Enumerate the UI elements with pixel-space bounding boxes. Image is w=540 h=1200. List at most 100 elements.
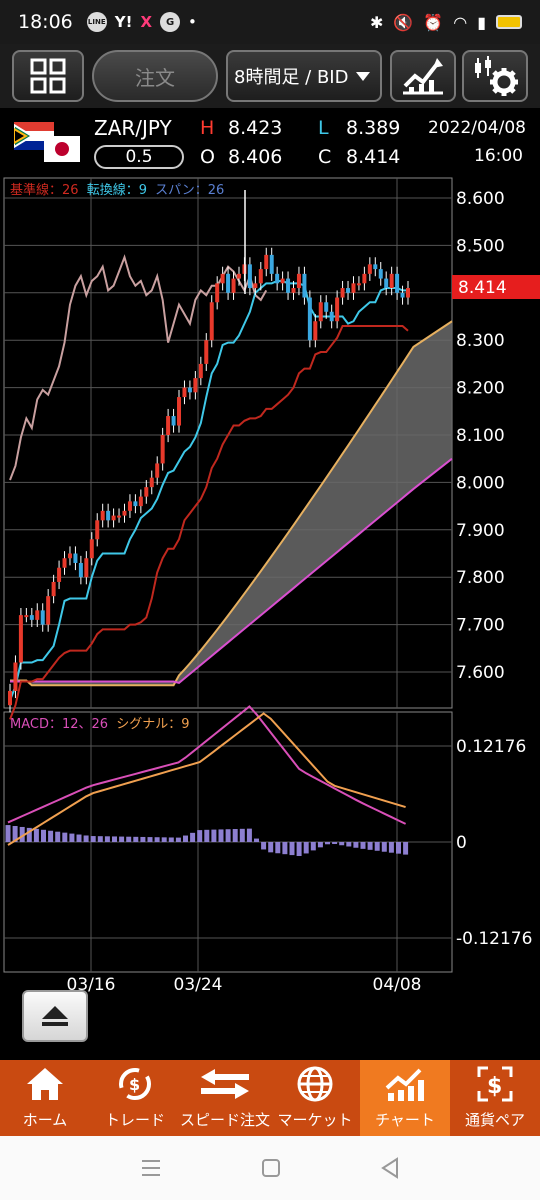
candle-body bbox=[51, 581, 56, 597]
settings-gear-icon bbox=[475, 56, 518, 96]
candle-body bbox=[138, 496, 143, 507]
macd-histogram-bar bbox=[90, 836, 96, 842]
macd-histogram-bar bbox=[246, 828, 252, 842]
candle-body bbox=[389, 273, 394, 289]
candle-body bbox=[264, 254, 269, 270]
candle-body bbox=[204, 340, 209, 364]
macd-histogram-bar bbox=[97, 836, 103, 842]
candle-body bbox=[133, 501, 138, 507]
eject-up-icon bbox=[42, 1006, 68, 1026]
back-icon[interactable] bbox=[380, 1157, 400, 1179]
nav-market[interactable]: マーケット bbox=[270, 1060, 360, 1136]
chart-icon bbox=[384, 1065, 426, 1103]
system-nav-bar bbox=[0, 1136, 540, 1200]
candle-body bbox=[106, 510, 111, 521]
candle-body bbox=[187, 387, 192, 393]
bluetooth-icon: ✱ bbox=[369, 12, 384, 32]
y-axis-ticks: 8.6008.5008.4008.3008.2008.1008.0007.900… bbox=[456, 189, 532, 949]
candle-body bbox=[275, 273, 280, 284]
candle-body bbox=[193, 378, 198, 393]
macd-histogram-bar bbox=[239, 828, 245, 842]
signal-icon: ▮ bbox=[477, 12, 486, 32]
open-label: O bbox=[200, 146, 215, 168]
candle-body bbox=[122, 510, 127, 516]
low-value: 8.389 bbox=[346, 117, 401, 139]
y-tick-label: 7.600 bbox=[456, 663, 505, 683]
macd-histogram-bar bbox=[275, 842, 281, 854]
candle-body bbox=[149, 477, 154, 488]
candle-body bbox=[8, 690, 12, 706]
grid-menu-button[interactable] bbox=[12, 50, 84, 102]
macd-histogram-bar bbox=[69, 833, 75, 842]
y-tick-label: 8.200 bbox=[456, 379, 505, 399]
legend-tenkan: 転換線：9 bbox=[87, 182, 147, 198]
period-select[interactable]: 8時間足 / BID bbox=[226, 50, 382, 102]
candle-body bbox=[367, 264, 372, 274]
nav-chart[interactable]: チャート bbox=[360, 1060, 450, 1136]
wifi-icon: ◠ bbox=[453, 12, 468, 32]
line-chart-icon bbox=[403, 58, 443, 95]
system-icons: ✱ 🔇 ⏰ ◠ ▮ bbox=[370, 13, 522, 32]
candle-body bbox=[40, 610, 45, 625]
candle-body bbox=[362, 273, 367, 284]
macd-histogram-bar bbox=[353, 842, 359, 848]
main-legend: 基準線：26 転換線：9 スパン：26 bbox=[10, 182, 224, 198]
chart-type-button[interactable] bbox=[390, 50, 456, 102]
macd-histogram-bar bbox=[147, 837, 153, 842]
nav-trade-label: トレード bbox=[104, 1111, 165, 1129]
macd-histogram-bar bbox=[168, 837, 174, 842]
high-value: 8.423 bbox=[228, 117, 283, 139]
candle-body bbox=[231, 278, 236, 293]
candle-body bbox=[313, 321, 318, 341]
nav-home[interactable]: ホーム bbox=[0, 1060, 90, 1136]
macd-histogram-bar bbox=[19, 826, 25, 842]
macd-histogram-bar bbox=[119, 836, 125, 842]
y-tick-label: 8.300 bbox=[456, 331, 505, 351]
macd-histogram-bar bbox=[282, 842, 288, 855]
candle-body bbox=[209, 302, 214, 341]
recent-apps-icon[interactable] bbox=[140, 1158, 162, 1178]
svg-text:$: $ bbox=[129, 1075, 140, 1094]
nav-speed-order[interactable]: スピード注文 bbox=[180, 1060, 270, 1136]
candle-body bbox=[236, 273, 241, 279]
chart-area[interactable]: 8.6008.5008.4008.3008.2008.1008.0007.900… bbox=[0, 174, 540, 998]
speed-arrows-icon bbox=[199, 1065, 251, 1103]
trade-exchange-icon: $ bbox=[115, 1065, 155, 1103]
macd-histogram-bar bbox=[83, 835, 89, 842]
lot-size-badge[interactable]: 0.5 bbox=[94, 145, 184, 169]
macd-histogram-bar bbox=[62, 832, 68, 842]
candle-body bbox=[378, 269, 383, 279]
legend-macd: MACD：12、26 bbox=[10, 717, 108, 732]
candle-body bbox=[220, 273, 225, 284]
low-label: L bbox=[318, 117, 329, 139]
candle-body bbox=[258, 269, 263, 284]
candle-body bbox=[35, 610, 40, 620]
legend-span: スパン：26 bbox=[155, 183, 224, 198]
notification-icons: LINE Y! X G • bbox=[86, 12, 197, 32]
macd-histogram-bar bbox=[48, 830, 54, 842]
candlestick-chart[interactable]: 8.6008.5008.4008.3008.2008.1008.0007.900… bbox=[0, 174, 540, 998]
macd-histogram-bar bbox=[26, 827, 32, 842]
chart-settings-button[interactable] bbox=[462, 50, 528, 102]
currency-pair-icon: $ bbox=[476, 1065, 514, 1103]
home-square-icon[interactable] bbox=[261, 1158, 281, 1178]
candle-body bbox=[13, 662, 18, 691]
period-label: 8時間足 / BID bbox=[234, 67, 349, 88]
macd-histogram-bar bbox=[154, 837, 160, 842]
candle-body bbox=[346, 288, 351, 293]
candle-body bbox=[67, 553, 72, 559]
macd-histogram-bar bbox=[183, 835, 188, 842]
nav-currency-pair[interactable]: $ 通貨ペア bbox=[450, 1060, 540, 1136]
globe-icon bbox=[296, 1065, 334, 1103]
candle-body bbox=[291, 288, 296, 293]
close-value: 8.414 bbox=[346, 146, 401, 168]
collapse-toggle-button[interactable] bbox=[22, 990, 88, 1042]
candle-body bbox=[73, 553, 78, 563]
macd-histogram-bar bbox=[76, 834, 82, 842]
macd-histogram-bar bbox=[55, 831, 61, 842]
candle-body bbox=[84, 558, 89, 578]
nav-trade[interactable]: $ トレード bbox=[90, 1060, 180, 1136]
y-tick-label: 8.500 bbox=[456, 236, 505, 256]
order-button[interactable]: 注文 bbox=[92, 50, 218, 102]
macd-histogram-bar bbox=[218, 829, 224, 842]
